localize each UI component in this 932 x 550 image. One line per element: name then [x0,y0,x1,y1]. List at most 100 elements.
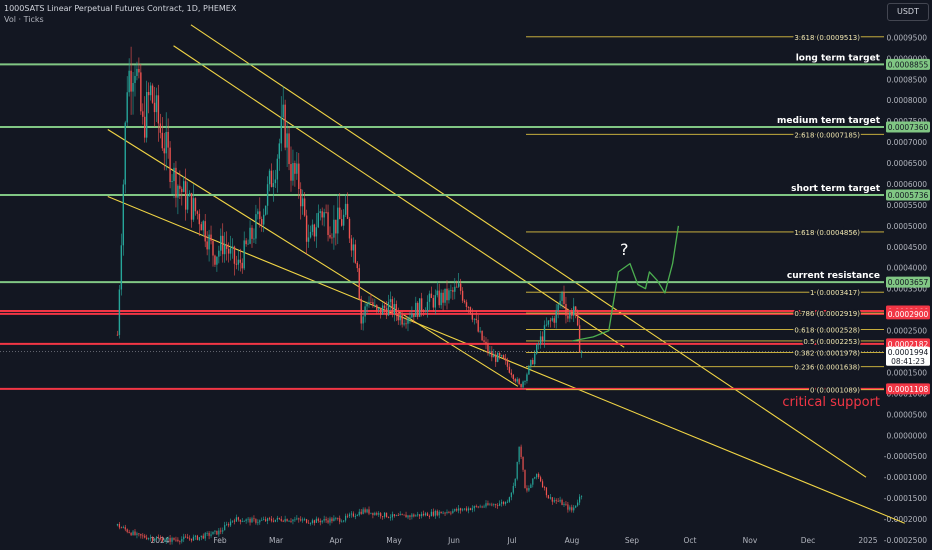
volume-body [151,537,154,541]
currency-selector[interactable]: USDT [887,3,929,21]
volume-body [350,513,353,515]
candle-body [413,313,415,317]
price-axis-tick: -0.0002500 [884,536,927,545]
volume-body [401,514,403,515]
candle-body [385,308,388,316]
price-axis-tick: -0.0001500 [884,494,927,503]
candle-body [301,198,304,207]
level-price-badge [886,338,930,350]
candle-body [202,221,204,231]
candle-body [479,330,481,332]
volume-body [231,520,234,522]
candle-body [311,224,314,232]
volume-body [491,504,493,506]
candle-body [270,170,273,187]
volume-body [241,521,243,522]
candle-body [539,336,542,345]
candle-body [485,341,487,344]
volume-body [183,536,185,540]
volume-body [327,520,329,523]
fibonacci-levels: 3.618 (0.0009513) 2.618 (0.0007185) 1.618 … [526,32,884,396]
volume-body [539,477,542,482]
volume-body [575,505,577,508]
level-price-badge-text: 0.0008855 [888,60,929,69]
candle-body [128,70,130,93]
volume-body [120,527,122,529]
candle-body [169,147,171,182]
price-axis-tick: 0.0001500 [886,368,927,377]
volume-body [376,512,378,515]
volume-body [307,522,310,524]
time-axis: 2024 Feb Mar Apr May Jun Jul Aug Sep Oct Nov Dec 202… [150,536,877,545]
candle-body [216,256,218,265]
volume-body [339,518,341,522]
volume-body [448,511,450,513]
projection-path [571,225,680,342]
volume-body [422,513,425,516]
candle-body [346,203,349,219]
candle-body [434,295,436,308]
volume-body [126,529,128,532]
candle-body [339,207,341,220]
candle-body [282,104,284,118]
volume-body [325,519,327,521]
volume-body [421,513,423,517]
candle-body [518,379,520,385]
volume-body [356,515,358,517]
candle-body [557,304,559,311]
level-price-badge-text: 0.0005736 [888,191,929,200]
candle-body [549,320,552,322]
volume-body [298,518,300,520]
volume-body [249,518,251,523]
volume-body [413,514,415,517]
volume-body [580,495,583,497]
candle-body [303,198,306,216]
fib-label: 0.382 (0.0001978) [794,349,860,357]
volume-body [220,530,222,532]
volume-body [446,511,448,513]
candle-body [153,102,156,113]
volume-body [153,539,156,541]
trendline [173,45,625,348]
fib-label: 1.618 (0.0004856) [794,229,860,237]
volume-body [469,508,471,510]
volume-body [294,519,296,521]
candle-body [370,301,372,303]
candle-body [372,302,374,306]
volume-body [417,514,419,516]
candle-body [177,185,179,198]
volume-body [510,492,512,498]
candle-body [395,304,397,315]
volume-body [483,506,485,508]
volume-body [148,538,150,540]
volume-series [116,444,583,545]
candle-body [262,214,265,225]
candle-body [352,244,355,251]
volume-body [194,535,197,537]
volume-body [280,518,282,521]
horizontal-levels: 0.0008855 long term target 0.0007360 medium… [0,53,930,410]
volume-body [354,516,356,517]
volume-body [450,512,452,514]
volume-body [508,497,510,502]
candle-body [403,323,405,325]
candle-body [510,372,513,375]
volume-body [434,510,436,516]
candle-body [167,131,169,148]
volume-body [284,519,286,522]
volume-body [163,540,165,542]
candle-body [469,307,472,314]
candle-body [296,163,298,174]
volume-body [428,515,431,517]
volume-body [190,538,193,541]
volume-body [175,539,177,541]
candle-body [498,352,501,356]
candle-body [259,211,261,219]
price-axis-tick: 0.0006000 [886,180,927,189]
candle-body [340,219,343,226]
price-axis-tick: 0.0000500 [886,410,927,419]
time-axis-label: May [386,536,402,545]
volume-body [436,510,438,516]
volume-body [157,537,159,539]
